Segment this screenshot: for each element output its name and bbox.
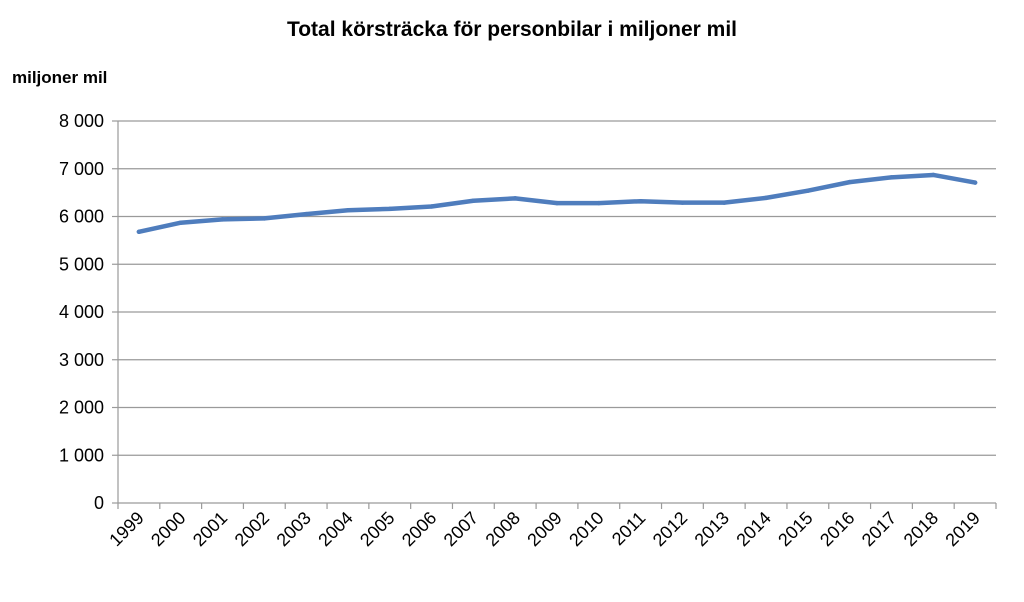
- x-tick-label: 2005: [356, 508, 398, 550]
- x-tick-label: 2001: [189, 508, 231, 550]
- data-point: [554, 200, 560, 206]
- y-tick-label: 7 000: [59, 159, 104, 179]
- data-point: [178, 220, 183, 225]
- data-point: [303, 211, 309, 217]
- data-point: [512, 196, 518, 201]
- x-tick-label: 2003: [273, 508, 315, 550]
- data-point: [596, 200, 602, 206]
- data-point: [429, 204, 434, 209]
- x-tick-label: 2010: [565, 508, 607, 550]
- x-tick-label: 2000: [147, 508, 189, 550]
- chart-title: Total körsträcka för personbilar i miljo…: [286, 18, 738, 41]
- y-tick-label: 2 000: [59, 398, 104, 418]
- y-tick-label: 1 000: [59, 445, 104, 465]
- data-point: [136, 229, 142, 234]
- data-point: [220, 217, 225, 222]
- x-tick-label: 2004: [314, 508, 356, 550]
- x-tick-label: 2007: [440, 508, 482, 550]
- data-point: [805, 188, 811, 193]
- x-tick-label: 2008: [482, 508, 524, 550]
- y-tick-label: 3 000: [59, 350, 104, 370]
- data-point: [471, 198, 476, 203]
- y-tick-label: 0: [94, 493, 104, 513]
- data-point: [387, 206, 392, 212]
- data-point: [763, 195, 769, 201]
- y-tick-label: 4 000: [59, 302, 104, 322]
- x-tick-label: 1999: [105, 508, 147, 550]
- x-tick-label: 2013: [691, 508, 733, 550]
- x-tick-label: 2011: [608, 508, 650, 550]
- x-tick-label: 2014: [732, 508, 774, 550]
- data-point: [680, 200, 685, 205]
- data-point: [262, 216, 267, 221]
- data-point: [722, 200, 727, 205]
- x-tick-label: 2009: [523, 508, 565, 550]
- data-point: [889, 175, 894, 180]
- x-tick-label: 2002: [231, 508, 273, 550]
- y-tick-label: 5 000: [59, 254, 104, 274]
- data-point: [345, 208, 351, 213]
- data-point: [931, 172, 936, 178]
- x-tick-label: 2006: [398, 508, 440, 550]
- y-axis-label: miljoner mil: [12, 68, 108, 87]
- data-point: [972, 180, 978, 185]
- x-tick-label: 2016: [816, 508, 858, 550]
- x-tick-label: 2012: [649, 508, 691, 550]
- x-tick-label: 2015: [774, 508, 816, 550]
- data-point: [847, 179, 852, 185]
- data-point: [638, 199, 643, 204]
- x-tick-label: 2018: [900, 508, 942, 550]
- x-tick-label: 2019: [941, 508, 983, 550]
- x-tick-label: 2017: [858, 508, 900, 550]
- y-tick-label: 6 000: [59, 207, 104, 227]
- y-tick-label: 8 000: [59, 111, 104, 131]
